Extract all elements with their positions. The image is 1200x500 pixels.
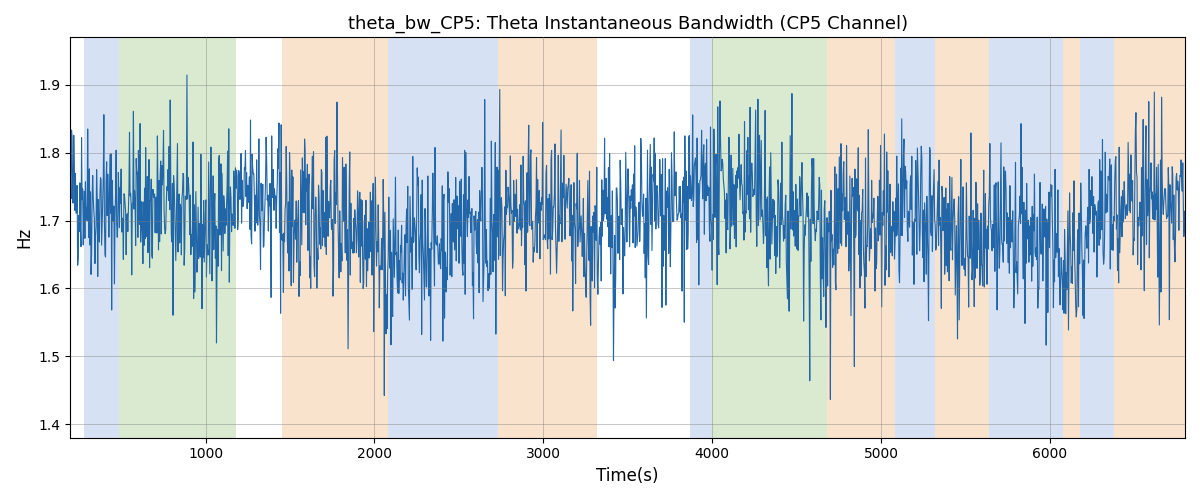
Bar bbox=[827, 38, 894, 438]
Bar bbox=[1080, 38, 1114, 438]
Title: theta_bw_CP5: Theta Instantaneous Bandwidth (CP5 Channel): theta_bw_CP5: Theta Instantaneous Bandwi… bbox=[348, 15, 907, 34]
Bar bbox=[119, 38, 236, 438]
Bar bbox=[894, 38, 935, 438]
Bar bbox=[690, 38, 712, 438]
Bar bbox=[1114, 38, 1186, 438]
Bar bbox=[935, 38, 989, 438]
Bar bbox=[989, 38, 1063, 438]
Bar bbox=[498, 38, 598, 438]
X-axis label: Time(s): Time(s) bbox=[596, 467, 659, 485]
Bar bbox=[282, 38, 388, 438]
Bar bbox=[712, 38, 827, 438]
Bar bbox=[388, 38, 498, 438]
Bar bbox=[84, 38, 119, 438]
Bar bbox=[1063, 38, 1080, 438]
Y-axis label: Hz: Hz bbox=[14, 227, 32, 248]
